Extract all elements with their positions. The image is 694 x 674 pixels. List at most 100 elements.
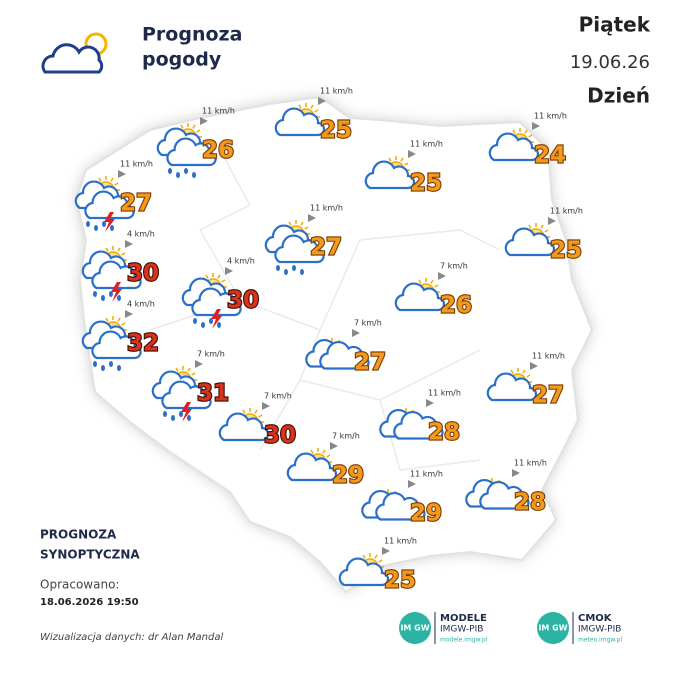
logo-url: modele.imgw.pl [440, 637, 488, 644]
cloud [479, 481, 530, 510]
logo-name: MODELE [440, 613, 487, 624]
temperature: 25 [550, 238, 582, 264]
footer-label: PROGNOZA [40, 528, 117, 542]
station: 11 km/h 24 [488, 112, 567, 170]
station: 11 km/h 28 [465, 459, 547, 517]
sun-ray [121, 322, 126, 326]
sun-ray [374, 554, 378, 559]
footer-label: SYNOPTYCZNA [40, 548, 140, 562]
rain-drop [163, 411, 167, 417]
rain-drop [187, 415, 191, 421]
wind-speed: 4 km/h [127, 300, 155, 309]
logo-icon [41, 32, 108, 74]
logo-url: meteo.imgw.pl [578, 637, 622, 644]
sun-ray [304, 226, 309, 230]
rain-drop [184, 168, 188, 174]
wind-arrow [438, 272, 446, 280]
cloud [375, 492, 426, 521]
lightning [104, 212, 115, 232]
wind-arrow [330, 442, 338, 450]
sun-ray [196, 129, 201, 133]
logo-badge-text: IM GW [538, 624, 567, 633]
prepared-label: Opracowano: [40, 578, 119, 592]
sun-ray [187, 367, 191, 372]
temperature: 30 [264, 423, 296, 449]
sun-ray [400, 157, 404, 162]
logo-badge [537, 612, 569, 644]
wind-arrow [308, 214, 316, 222]
sun-ray [418, 279, 422, 284]
station: 7 km/h 26 [394, 262, 473, 320]
cloud [364, 160, 416, 190]
cloud [338, 557, 390, 587]
wind-speed: 7 km/h [264, 392, 292, 401]
temperature: 27 [354, 350, 386, 376]
sun-ray [191, 372, 196, 376]
wind-speed: 11 km/h [514, 459, 547, 468]
logo-org: IMGW-PIB [578, 625, 621, 635]
temperature: 30 [227, 288, 259, 314]
rain-drop [192, 172, 196, 178]
sun-ray [98, 177, 102, 182]
station: 11 km/h 28 [379, 389, 461, 447]
station: 11 km/h 27 [74, 160, 153, 232]
wind-speed: 11 km/h [410, 470, 443, 479]
rain-drop [117, 365, 121, 371]
station: 11 km/h 25 [364, 140, 443, 198]
period: Dzień [587, 84, 650, 108]
station: 7 km/h 29 [286, 432, 365, 490]
wind-speed: 7 km/h [440, 262, 468, 271]
sun-ray [528, 224, 532, 229]
wind-arrow [426, 399, 434, 407]
logo-org: IMGW-PIB [440, 625, 483, 635]
sun-ray [114, 182, 119, 186]
rain-drop [86, 221, 90, 227]
wind-arrow [382, 547, 390, 555]
rain-drop [109, 291, 113, 297]
sun-ray [362, 554, 366, 559]
sun-ray [378, 559, 383, 563]
cloud [394, 282, 446, 312]
cloud [286, 452, 338, 482]
wind-arrow [200, 117, 208, 125]
wind-arrow [530, 362, 538, 370]
temperature: 32 [127, 331, 159, 357]
day: Piątek [579, 13, 651, 37]
wind-arrow [512, 469, 520, 477]
wind-arrow [408, 150, 416, 158]
sun-ray [388, 157, 392, 162]
logo-name: CMOK [578, 613, 613, 624]
sun-ray [314, 109, 319, 113]
wind-speed: 11 km/h [202, 107, 235, 116]
temperature: 30 [127, 261, 159, 287]
temperature: 29 [410, 501, 442, 527]
temperature: 27 [120, 191, 152, 217]
sun-ray [540, 224, 544, 229]
sun-ray [298, 104, 302, 109]
cloud [91, 330, 142, 360]
rain-drop [93, 291, 97, 297]
temperature: 31 [197, 381, 229, 407]
temperature: 28 [514, 490, 546, 516]
wind-speed: 11 km/h [410, 140, 443, 149]
sun-ray [180, 124, 184, 129]
temperature: 25 [320, 118, 352, 144]
cloud [393, 411, 444, 440]
rain-drop [171, 415, 175, 421]
wind-arrow [532, 122, 540, 130]
title: pogody [142, 49, 222, 71]
wind-arrow [262, 402, 270, 410]
rain-drop [94, 225, 98, 231]
sun-ray [105, 317, 109, 322]
temperature: 24 [534, 143, 566, 169]
logo-badge [399, 612, 431, 644]
wind-speed: 7 km/h [332, 432, 360, 441]
wind-arrow [225, 267, 233, 275]
station: 11 km/h 25 [338, 537, 417, 595]
station: 11 km/h 27 [486, 352, 565, 410]
station: 11 km/h 29 [361, 470, 443, 528]
station: 7 km/h 30 [218, 392, 297, 450]
sun-ray [430, 279, 434, 284]
sun-ray [221, 279, 226, 283]
cloud [84, 190, 135, 220]
